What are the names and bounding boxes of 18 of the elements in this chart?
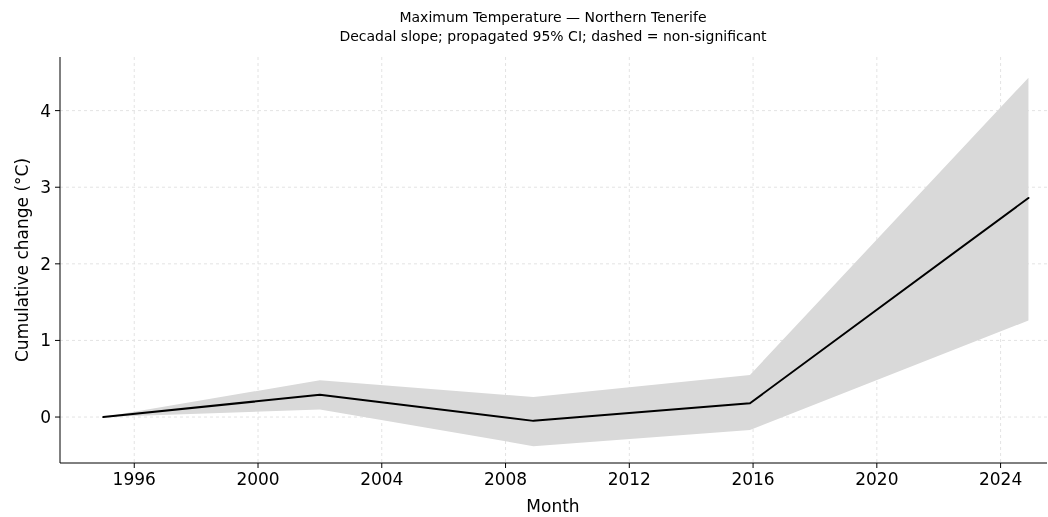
y-tick-label: 0 bbox=[40, 407, 51, 428]
x-tick-label: 2008 bbox=[483, 469, 528, 489]
line-series bbox=[102, 196, 1030, 422]
x-axis-title: Month bbox=[526, 496, 580, 516]
x-tick-label: 2000 bbox=[236, 469, 280, 489]
x-tick-label: 2012 bbox=[607, 469, 651, 489]
chart-title: Maximum Temperature — Northern Tenerife bbox=[399, 9, 707, 25]
y-tick-label: 3 bbox=[40, 177, 51, 198]
x-tick-label: 2024 bbox=[978, 469, 1023, 489]
y-axis-title: Cumulative change (°C) bbox=[12, 157, 32, 363]
chart-subtitle: Decadal slope; propagated 95% CI; dashed = non-significant bbox=[339, 28, 768, 44]
y-tick-label: 1 bbox=[40, 330, 51, 351]
x-tick-label: 2016 bbox=[731, 469, 775, 489]
y-tick-label: 2 bbox=[40, 253, 51, 274]
y-tick-label: 4 bbox=[40, 100, 51, 121]
x-tick-label: 2004 bbox=[360, 469, 404, 489]
x-tick-label: 1996 bbox=[112, 469, 156, 489]
x-tick-label: 2020 bbox=[855, 469, 899, 489]
